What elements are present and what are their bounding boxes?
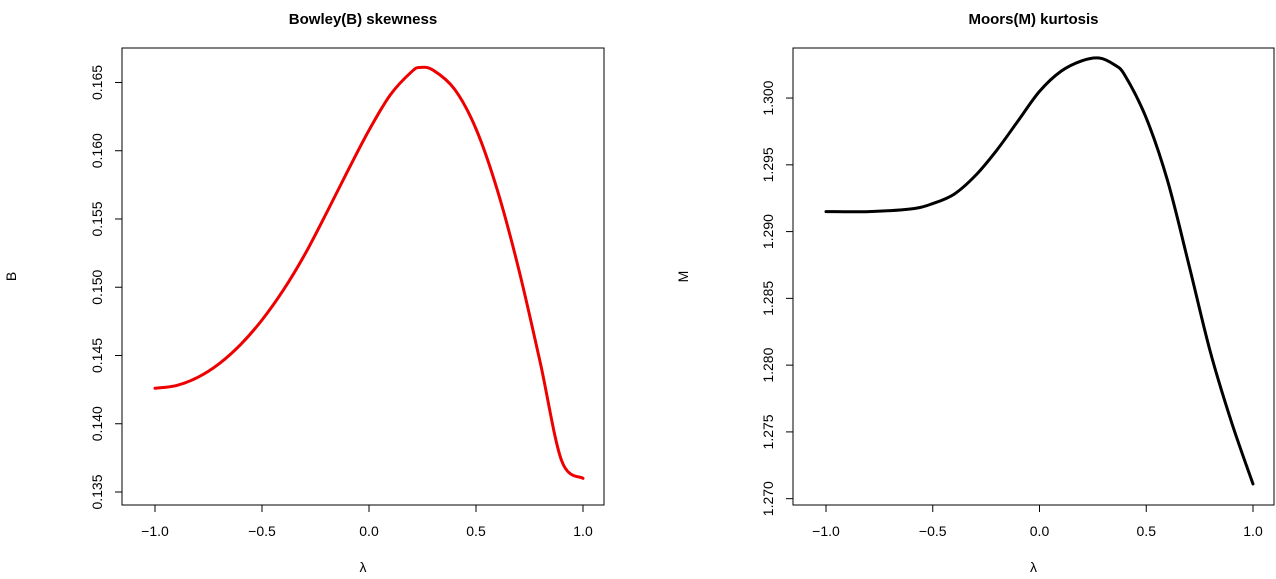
y-tick-label: 1.285 [760, 281, 776, 316]
y-tick-label: 1.295 [760, 147, 776, 182]
series-line-2-1 [824, 56, 1255, 486]
x-tick-label: 0.0 [359, 523, 379, 539]
y-tick-label: 0.160 [89, 133, 105, 168]
y-tick-label: 0.135 [89, 474, 105, 509]
y-tick-label: 0.150 [89, 270, 105, 305]
y-tick-label: 1.270 [760, 481, 776, 516]
series-line-1-1 [153, 65, 585, 480]
chart-title-2: Moors(M) kurtosis [968, 11, 1098, 28]
y-axis-label-1: B [3, 272, 19, 281]
y-tick-label: 1.290 [760, 214, 776, 249]
plot-frame-1 [121, 47, 605, 506]
y-tick-label: 0.140 [89, 406, 105, 441]
x-tick-label: 0.5 [1137, 523, 1157, 539]
x-tick-label: 1.0 [573, 523, 593, 539]
y-tick-label: 0.155 [89, 201, 105, 236]
y-axis-label-2: M [675, 271, 691, 283]
chart-panel-2: Moors(M) kurtosis −1.0 −0.5 0.0 0.5 1.0 1.270 1… [675, 11, 1275, 575]
x-tick-label: −0.5 [248, 523, 276, 539]
y-tick-label: 1.275 [760, 414, 776, 449]
x-axis-label-2: λ [1030, 559, 1037, 575]
x-tick-label: 0.5 [466, 523, 486, 539]
chart-title-1: Bowley(B) skewness [289, 11, 437, 28]
y-tick-label: 0.145 [89, 338, 105, 373]
x-tick-label: −1.0 [141, 523, 169, 539]
x-tick-label: 0.0 [1030, 523, 1050, 539]
y-tick-label: 1.280 [760, 347, 776, 382]
y-tick-label: 1.300 [760, 80, 776, 115]
x-tick-label: −1.0 [812, 523, 840, 539]
plot-frame-2 [792, 47, 1275, 506]
chart-panel-1: Bowley(B) skewness −1.0 −0.5 0.0 0.5 1.0 0.135… [3, 11, 605, 575]
y-tick-label: 0.165 [89, 65, 105, 100]
x-axis-label-1: λ [360, 559, 367, 575]
x-tick-label: −0.5 [919, 523, 947, 539]
x-tick-label: 1.0 [1243, 523, 1263, 539]
